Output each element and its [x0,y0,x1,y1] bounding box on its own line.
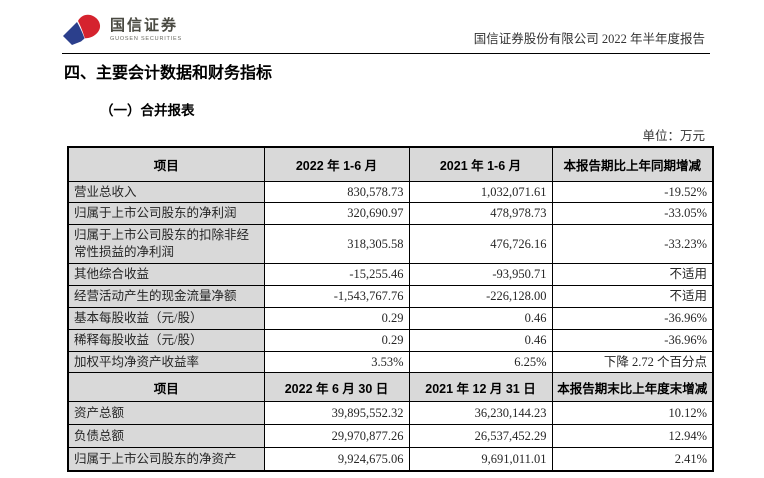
row-value-change: -19.52% [551,180,714,204]
section-title: 四、主要会计数据和财务指标 [64,65,273,82]
row-value-2022: -15,255.46 [263,263,410,286]
row-value-2021: 0.46 [408,306,553,330]
financial-indicators-table: 项目 2022 年 1-6 月 2021 年 1-6 月 本报告期比上年同期增减… [67,146,714,472]
row-label: 经营活动产生的现金流量净额 [67,284,265,308]
guosen-logo-icon [63,14,101,45]
header-cell-2022-06-30: 2022 年 6 月 30 日 [263,372,410,403]
row-value-change: 2.41% [551,447,714,472]
header-cell-item: 项目 [67,146,265,182]
row-value-change: 12.94% [551,424,714,449]
row-value-2021: 6.25% [408,350,553,374]
row-label: 负债总额 [67,424,265,449]
row-value-2021: -93,950.71 [408,263,553,286]
row-value-2022: 39,895,552.32 [263,401,410,426]
row-value-2021: 26,537,452.29 [408,424,553,449]
table-row: 归属于上市公司股东的净利润 320,690.97 478,978.73 -33.… [67,202,714,226]
table-row: 营业总收入 830,578.73 1,032,071.61 -19.52% [67,180,714,204]
header-cell-2022h1: 2022 年 1-6 月 [263,146,410,182]
row-value-change: -33.23% [551,224,714,264]
subsection-title: （一）合并报表 [100,103,195,118]
report-header-title: 国信证券股份有限公司 2022 年半年度报告 [473,32,705,46]
table-row: 归属于上市公司股东的净资产 9,924,675.06 9,691,011.01 … [67,447,714,472]
row-label: 其他综合收益 [67,263,265,286]
header-divider [62,53,710,54]
table-row: 经营活动产生的现金流量净额 -1,543,767.76 -226,128.00 … [67,284,714,308]
table-row: 资产总额 39,895,552.32 36,230,144.23 10.12% [67,401,714,426]
logo-name-en: GUOSEN SECURITIES [110,36,182,43]
row-value-2022: 318,305.58 [263,224,410,264]
row-value-2021: 36,230,144.23 [408,401,553,426]
row-label: 稀释每股收益（元/股） [67,328,265,352]
row-value-2022: 830,578.73 [263,180,410,204]
header-cell-yoy-change: 本报告期比上年同期增减 [551,146,714,182]
row-label: 归属于上市公司股东的扣除非经常性损益的净利润 [67,224,265,264]
table-row: 其他综合收益 -15,255.46 -93,950.71 不适用 [67,263,714,286]
row-value-2022: 29,970,877.26 [263,424,410,449]
row-value-2022: 0.29 [263,306,410,330]
logo-name-cn: 国信证券 [110,16,179,34]
table-row: 归属于上市公司股东的扣除非经常性损益的净利润 318,305.58 476,72… [67,224,714,264]
header-cell-2021h1: 2021 年 1-6 月 [408,146,553,182]
header-cell-ytd-change: 本报告期末比上年度末增减 [551,372,714,403]
row-value-2022: 0.29 [263,328,410,352]
row-value-2021: 9,691,011.01 [408,447,553,472]
table-row: 基本每股收益（元/股） 0.29 0.46 -36.96% [67,306,714,330]
row-value-2021: 476,726.16 [408,224,553,264]
table-row: 加权平均净资产收益率 3.53% 6.25% 下降 2.72 个百分点 [67,350,714,374]
row-label: 营业总收入 [67,180,265,204]
logo-text-block: 国信证券 GUOSEN SECURITIES [110,16,182,43]
row-value-change: -36.96% [551,306,714,330]
row-label: 资产总额 [67,401,265,426]
row-label: 基本每股收益（元/股） [67,306,265,330]
table-row: 稀释每股收益（元/股） 0.29 0.46 -36.96% [67,328,714,352]
table-row: 负债总额 29,970,877.26 26,537,452.29 12.94% [67,424,714,449]
row-value-change: -36.96% [551,328,714,352]
header-cell-item: 项目 [67,372,265,403]
row-value-2022: 320,690.97 [263,202,410,226]
row-label: 归属于上市公司股东的净利润 [67,202,265,226]
header-cell-2021-12-31: 2021 年 12 月 31 日 [408,372,553,403]
row-label: 加权平均净资产收益率 [67,350,265,374]
unit-note: 单位：万元 [642,129,705,143]
table-header-period: 项目 2022 年 1-6 月 2021 年 1-6 月 本报告期比上年同期增减 [67,146,714,182]
row-value-2021: -226,128.00 [408,284,553,308]
row-value-2022: 3.53% [263,350,410,374]
row-value-2022: 9,924,675.06 [263,447,410,472]
row-value-change: 10.12% [551,401,714,426]
guosen-logo: 国信证券 GUOSEN SECURITIES [62,12,182,48]
row-value-2021: 478,978.73 [408,202,553,226]
row-value-change: -33.05% [551,202,714,226]
row-value-2021: 0.46 [408,328,553,352]
row-value-2021: 1,032,071.61 [408,180,553,204]
row-value-change: 不适用 [551,284,714,308]
row-value-change: 下降 2.72 个百分点 [551,350,714,374]
row-value-2022: -1,543,767.76 [263,284,410,308]
row-label: 归属于上市公司股东的净资产 [67,447,265,472]
table-header-balance: 项目 2022 年 6 月 30 日 2021 年 12 月 31 日 本报告期… [67,372,714,403]
row-value-change: 不适用 [551,263,714,286]
